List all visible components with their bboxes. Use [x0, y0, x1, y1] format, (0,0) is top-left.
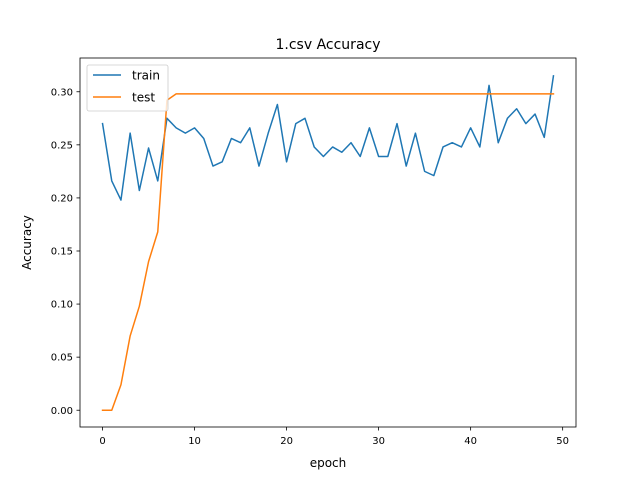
- x-tick-label: 0: [99, 436, 105, 447]
- legend: train test: [86, 64, 169, 112]
- y-tick-label: 0.10: [51, 300, 73, 311]
- y-tick-label: 0.25: [51, 140, 73, 151]
- y-tick-label: 0.05: [51, 353, 73, 364]
- x-tick-label: 50: [556, 436, 569, 447]
- series-line-test: [101, 93, 555, 411]
- y-tick-label: 0.30: [51, 87, 73, 98]
- x-tick-label: 40: [464, 436, 477, 447]
- x-axis-label: epoch: [310, 456, 347, 470]
- series-layer: [101, 74, 555, 411]
- legend-label-test: test: [132, 91, 155, 105]
- x-axis-ticks: 0 10 20 30 40 50: [99, 427, 569, 447]
- y-tick-label: 0.20: [51, 194, 73, 205]
- y-axis-ticks: 0.00 0.05 0.10 0.15 0.20 0.25 0.30: [51, 87, 80, 417]
- chart-title: 1.csv Accuracy: [276, 37, 381, 53]
- legend-label-train: train: [132, 69, 160, 83]
- legend-frame: [86, 64, 169, 112]
- x-tick-label: 20: [280, 436, 293, 447]
- plot-area-frame: [79, 57, 577, 428]
- x-tick-label: 10: [188, 436, 201, 447]
- series-line-train: [101, 74, 555, 201]
- y-tick-label: 0.15: [51, 247, 73, 258]
- y-tick-label: 0.00: [51, 406, 73, 417]
- x-tick-label: 30: [372, 436, 385, 447]
- y-axis-label: Accuracy: [20, 215, 34, 270]
